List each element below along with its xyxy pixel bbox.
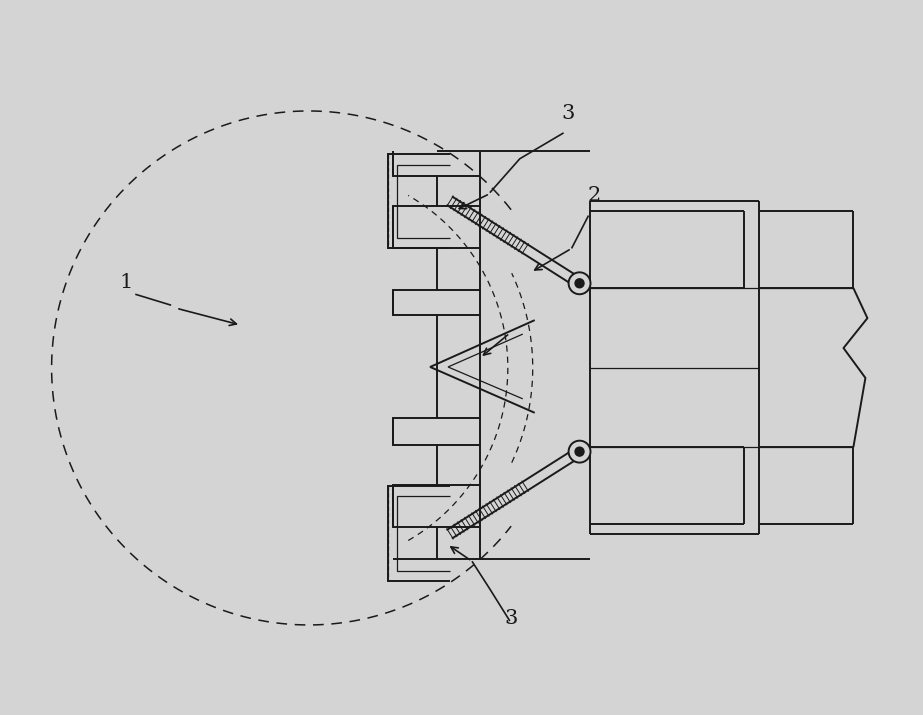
Circle shape (569, 272, 591, 295)
Circle shape (575, 279, 584, 287)
Circle shape (575, 447, 584, 456)
Circle shape (569, 440, 591, 463)
Text: 1: 1 (119, 273, 133, 292)
Text: 3: 3 (505, 609, 518, 628)
Text: 3: 3 (561, 104, 575, 123)
Text: 2: 2 (588, 186, 601, 204)
